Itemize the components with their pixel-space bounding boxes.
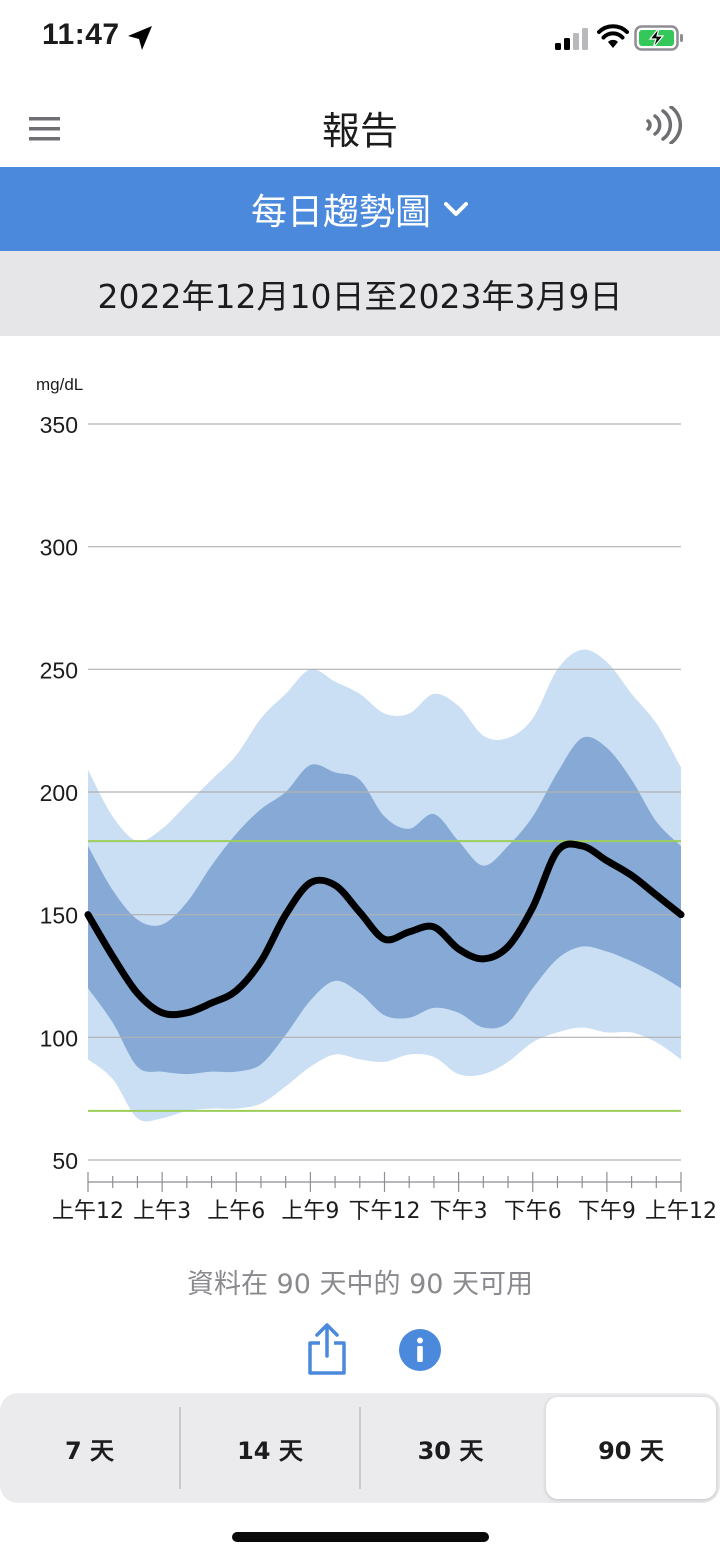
x-tick-label: 上午6 (207, 1199, 265, 1224)
segment-divider (359, 1407, 361, 1489)
x-tick-label: 上午12 (52, 1199, 124, 1224)
date-range-label: 2022年12月10日至2023年3月9日 (0, 251, 720, 336)
x-tick-label: 下午3 (430, 1199, 488, 1224)
period-segmented-control: 7 天 14 天 30 天 90 天 (0, 1393, 720, 1503)
report-type-label: 每日趨勢圖 (250, 192, 431, 233)
x-tick-label: 下午9 (578, 1199, 636, 1224)
period-tab-14-days[interactable]: 14 天 (237, 1436, 303, 1465)
y-tick-label: 150 (40, 903, 78, 929)
y-axis-unit-label: mg/dL (36, 375, 83, 394)
period-tab-30-days[interactable]: 30 天 (417, 1436, 484, 1465)
x-tick-label: 下午12 (349, 1199, 421, 1224)
y-tick-label: 200 (40, 780, 78, 806)
status-time: 11:47 (42, 18, 120, 51)
share-icon[interactable] (306, 1322, 348, 1376)
segment-divider (179, 1407, 181, 1489)
menu-icon[interactable] (29, 114, 61, 144)
period-tab-7-days[interactable]: 7 天 (64, 1436, 115, 1465)
page-title: 報告 (321, 109, 398, 153)
median-line (84, 840, 685, 1019)
x-tick-label: 上午3 (133, 1199, 191, 1224)
report-type-dropdown[interactable]: 每日趨勢圖 (0, 167, 720, 251)
battery-charging-icon (634, 25, 683, 51)
cellular-signal-icon (555, 28, 588, 50)
y-tick-label: 350 (40, 412, 78, 438)
wifi-icon (597, 24, 629, 48)
daily-trend-chart: mg/dL 350 300 250 200 150 100 50 上午12 上午3 上午6 上午9 下午… (36, 375, 717, 1224)
chevron-down-icon (444, 202, 468, 216)
period-tab-90-days[interactable]: 90 天 (546, 1397, 716, 1499)
info-icon[interactable] (398, 1328, 442, 1372)
y-tick-label: 50 (52, 1148, 78, 1174)
scan-sensor-icon[interactable] (644, 106, 684, 144)
y-tick-label: 250 (40, 657, 78, 683)
x-tick-label: 下午6 (504, 1199, 562, 1224)
x-tick-label: 上午9 (281, 1199, 339, 1224)
x-tick-label: 上午12 (645, 1199, 717, 1224)
location-arrow-icon (128, 26, 152, 50)
y-tick-label: 100 (40, 1025, 78, 1051)
data-availability-text: 資料在 90 天中的 90 天可用 (186, 1269, 534, 1300)
y-tick-label: 300 (40, 535, 78, 561)
home-indicator (232, 1532, 489, 1542)
